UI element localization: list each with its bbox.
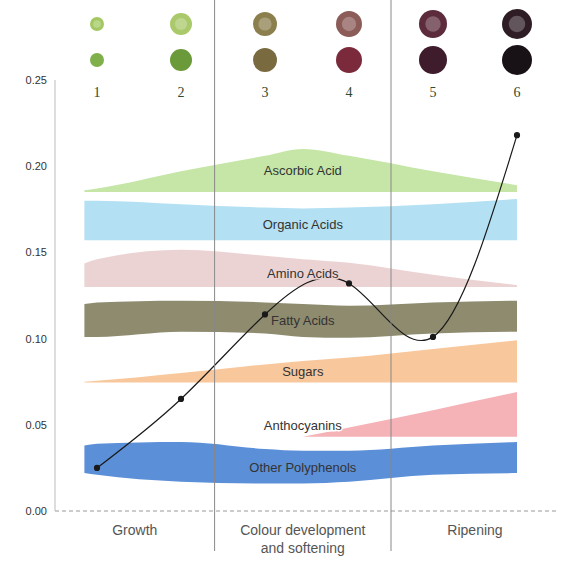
svg-text:Amino Acids: Amino Acids [267,266,339,281]
svg-text:Other Polyphenols: Other Polyphenols [249,460,356,475]
svg-text:Fatty Acids: Fatty Acids [271,313,335,328]
svg-text:Anthocyanins: Anthocyanins [264,418,343,433]
svg-text:Organic Acids: Organic Acids [263,217,344,232]
svg-text:0.10: 0.10 [26,333,47,345]
svg-text:2: 2 [178,85,185,100]
svg-text:0.05: 0.05 [26,419,47,431]
svg-text:Colour developmentand softenin: Colour developmentand softening [240,522,365,556]
svg-text:0.15: 0.15 [26,246,47,258]
svg-text:5: 5 [430,85,437,100]
svg-text:1: 1 [94,85,101,100]
svg-text:4: 4 [346,85,353,100]
svg-text:3: 3 [262,85,269,100]
svg-text:0.20: 0.20 [26,160,47,172]
svg-text:Growth: Growth [112,522,157,538]
svg-text:0.25: 0.25 [26,74,47,86]
svg-text:Ripening: Ripening [447,522,502,538]
svg-text:0.00: 0.00 [26,505,47,517]
svg-text:Ascorbic Acid: Ascorbic Acid [264,163,342,178]
svg-text:6: 6 [514,85,521,100]
svg-text:Sugars: Sugars [282,364,324,379]
